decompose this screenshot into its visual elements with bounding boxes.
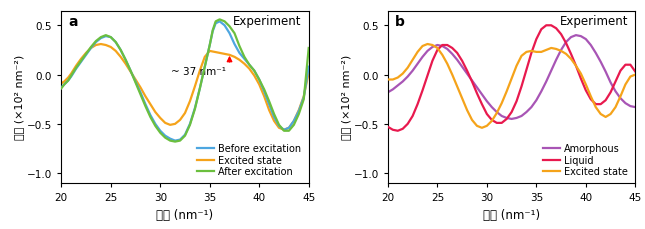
Before excitation	[209, 31, 217, 33]
X-axis label: 波数 (nm⁻¹): 波数 (nm⁻¹)	[157, 208, 213, 221]
Before excitation	[226, 33, 233, 35]
Liquid	[384, 126, 392, 129]
After excitation	[226, 26, 233, 29]
Line: Liquid: Liquid	[388, 26, 635, 131]
Excited state	[557, 50, 565, 53]
Before excitation	[171, 140, 179, 142]
Line: Excited state: Excited state	[61, 45, 309, 130]
After excitation	[305, 47, 313, 50]
Excited state	[146, 103, 154, 106]
Excited state	[191, 86, 199, 88]
Excited state	[468, 119, 476, 122]
Amorphous	[439, 45, 446, 48]
Legend: Before excitation, Excited state, After excitation: Before excitation, Excited state, After …	[197, 144, 301, 177]
Excited state	[97, 44, 104, 46]
Excited state	[221, 53, 228, 56]
After excitation	[216, 19, 224, 22]
After excitation	[171, 141, 179, 143]
Line: Amorphous: Amorphous	[388, 36, 635, 119]
Before excitation	[206, 44, 213, 47]
Excited state	[211, 51, 219, 54]
After excitation	[209, 30, 217, 33]
Liquid	[468, 81, 476, 84]
Liquid	[443, 44, 451, 47]
Excited state	[305, 72, 313, 75]
Before excitation	[216, 21, 224, 24]
X-axis label: 波数 (nm⁻¹): 波数 (nm⁻¹)	[483, 208, 540, 221]
Excited state	[280, 129, 288, 132]
Liquid	[572, 65, 580, 68]
Before excitation	[255, 79, 263, 82]
Excited state	[631, 74, 639, 77]
Before excitation	[122, 59, 130, 62]
Amorphous	[458, 66, 466, 69]
Excited state	[626, 76, 634, 79]
After excitation	[57, 88, 65, 90]
Text: Experiment: Experiment	[233, 15, 301, 28]
Excited state	[478, 127, 486, 130]
Amorphous	[626, 105, 634, 108]
Excited state	[443, 63, 451, 66]
Liquid	[463, 70, 471, 73]
Text: ~ 37 nm⁻¹: ~ 37 nm⁻¹	[170, 66, 226, 76]
Excited state	[463, 109, 471, 112]
Line: After excitation: After excitation	[61, 20, 309, 142]
Text: b: b	[395, 15, 405, 29]
Amorphous	[572, 35, 580, 37]
Amorphous	[631, 106, 639, 109]
Liquid	[542, 25, 550, 27]
Liquid	[626, 64, 634, 67]
Before excitation	[305, 66, 313, 69]
Legend: Amorphous, Liquid, Excited state: Amorphous, Liquid, Excited state	[542, 144, 628, 177]
Liquid	[631, 71, 639, 74]
After excitation	[221, 21, 228, 24]
Amorphous	[567, 37, 575, 39]
Amorphous	[463, 73, 471, 76]
Liquid	[557, 34, 565, 36]
Y-axis label: 強度 (×10² nm⁻²): 強度 (×10² nm⁻²)	[341, 55, 351, 140]
Excited state	[424, 44, 432, 46]
Liquid	[394, 130, 402, 133]
Excited state	[72, 65, 80, 68]
After excitation	[122, 59, 130, 62]
Excited state	[384, 79, 392, 82]
Text: a: a	[69, 15, 78, 29]
Excited state	[572, 65, 580, 68]
After excitation	[206, 44, 213, 47]
Excited state	[176, 119, 184, 122]
Amorphous	[552, 59, 560, 62]
Y-axis label: 強度 (×10² nm⁻²): 強度 (×10² nm⁻²)	[14, 55, 25, 140]
Line: Excited state: Excited state	[388, 45, 635, 128]
Before excitation	[57, 87, 65, 89]
Excited state	[57, 83, 65, 85]
Before excitation	[221, 25, 228, 27]
After excitation	[255, 79, 263, 82]
Line: Before excitation: Before excitation	[61, 22, 309, 141]
Text: Experiment: Experiment	[559, 15, 628, 28]
Amorphous	[384, 92, 392, 94]
Amorphous	[508, 118, 515, 121]
